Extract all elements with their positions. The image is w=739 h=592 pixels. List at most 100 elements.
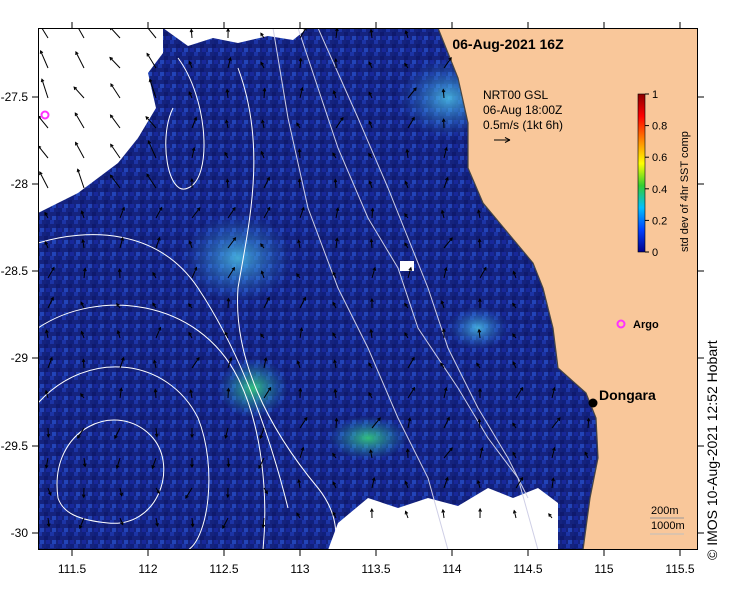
current-arrow: [587, 418, 590, 429]
current-arrowhead: [479, 446, 484, 452]
current-arrow: [477, 480, 481, 489]
depth-contour: [317, 27, 529, 499]
current-arrow: [334, 360, 337, 369]
current-arrowhead: [193, 266, 198, 271]
current-arrowhead: [231, 266, 235, 271]
current-arrowhead: [191, 146, 196, 152]
current-arrowhead: [297, 239, 301, 244]
current-arrowhead: [411, 386, 416, 391]
current-arrowhead: [404, 180, 409, 185]
current-arrow: [149, 79, 157, 99]
current-arrowhead: [512, 302, 516, 307]
current-arrowhead: [225, 178, 230, 183]
current-arrow: [39, 171, 49, 189]
current-arrowhead: [368, 61, 372, 66]
current-arrow: [227, 57, 231, 69]
current-arrowhead: [411, 356, 415, 361]
current-arrow: [335, 418, 338, 429]
current-arrowhead: [303, 416, 308, 421]
current-arrow: [299, 417, 308, 429]
current-arrowhead: [298, 387, 303, 392]
current-arrow: [188, 91, 193, 99]
current-arrowhead: [441, 118, 446, 123]
current-arrow: [110, 114, 121, 129]
current-arrow: [119, 517, 124, 525]
current-arrowhead: [444, 146, 448, 151]
current-arrow: [335, 238, 338, 249]
argo-marker: Argo: [616, 319, 659, 331]
current-arrow: [407, 418, 411, 429]
current-arrow: [371, 477, 375, 489]
current-arrowhead: [109, 26, 114, 31]
current-arrowhead: [228, 356, 233, 361]
current-arrowhead: [80, 210, 85, 215]
current-arrow: [190, 29, 193, 39]
current-arrow: [369, 121, 373, 129]
current-arrowhead: [556, 417, 561, 421]
current-arrow: [263, 387, 272, 399]
current-arrow: [299, 58, 302, 69]
current-arrowhead: [260, 270, 265, 275]
current-arrowhead: [267, 386, 272, 391]
current-arrow: [405, 181, 409, 189]
current-arrowhead: [301, 206, 305, 211]
sst-anomaly-cyan: [448, 306, 508, 350]
current-arrow: [335, 208, 339, 219]
colorbar-tick-label: 0.2: [652, 215, 667, 227]
current-arrowhead: [302, 296, 306, 301]
current-arrowhead: [119, 521, 124, 526]
current-arrow: [37, 145, 49, 159]
ssh-contour: [37, 234, 289, 509]
current-arrow: [154, 389, 157, 399]
current-arrow: [259, 427, 265, 439]
current-arrow: [263, 207, 271, 219]
current-arrowhead: [44, 211, 48, 216]
current-arrowhead: [185, 494, 189, 499]
current-arrowhead: [552, 446, 556, 451]
x-tick-label: 115: [594, 562, 613, 576]
current-arrow: [119, 207, 125, 219]
current-arrowhead: [75, 141, 79, 146]
colorbar-tick-label: 0: [652, 247, 658, 259]
depth-legend: 200m 1000m: [650, 505, 685, 535]
current-arrowhead: [109, 114, 114, 119]
current-arrow: [146, 173, 157, 189]
current-arrow: [298, 179, 301, 189]
current-arrow: [299, 297, 306, 309]
current-arrowhead: [196, 356, 200, 361]
current-legend-source: NRT00 GSL: [483, 88, 548, 102]
current-arrowhead: [332, 332, 336, 337]
current-arrow: [443, 447, 453, 459]
current-arrow: [477, 210, 481, 219]
current-arrowhead: [188, 303, 192, 307]
current-arrowhead: [296, 273, 300, 277]
current-arrowhead: [298, 57, 303, 62]
current-arrowhead: [404, 30, 409, 35]
current-arrow: [479, 239, 481, 249]
y-tick-label: -30: [11, 526, 29, 540]
current-arrow: [155, 237, 161, 249]
colorbar-tick-label: 0.4: [652, 184, 667, 196]
current-arrow: [117, 330, 121, 339]
current-arrow: [298, 149, 301, 159]
current-arrow: [370, 450, 373, 459]
current-arrowhead: [334, 58, 338, 63]
current-arrow: [479, 267, 487, 279]
x-tick-label: 113: [290, 562, 309, 576]
current-arrowhead: [222, 525, 226, 530]
current-arrow: [443, 147, 448, 159]
current-arrowhead: [368, 392, 372, 396]
current-arrowhead: [512, 451, 516, 456]
current-arrow: [189, 241, 193, 249]
depth-legend-200m: 200m: [651, 505, 679, 517]
colorbar-tick-label: 1: [652, 89, 658, 101]
current-arrowhead: [188, 60, 193, 65]
current-arrowhead: [296, 512, 300, 517]
current-arrow: [119, 357, 125, 369]
x-tick-label: 111.5: [58, 562, 87, 576]
depth-contour: [272, 27, 449, 551]
current-arrowhead: [81, 238, 85, 243]
current-arrow: [551, 478, 554, 489]
current-arrow: [298, 240, 301, 249]
current-arrowhead: [408, 266, 413, 271]
